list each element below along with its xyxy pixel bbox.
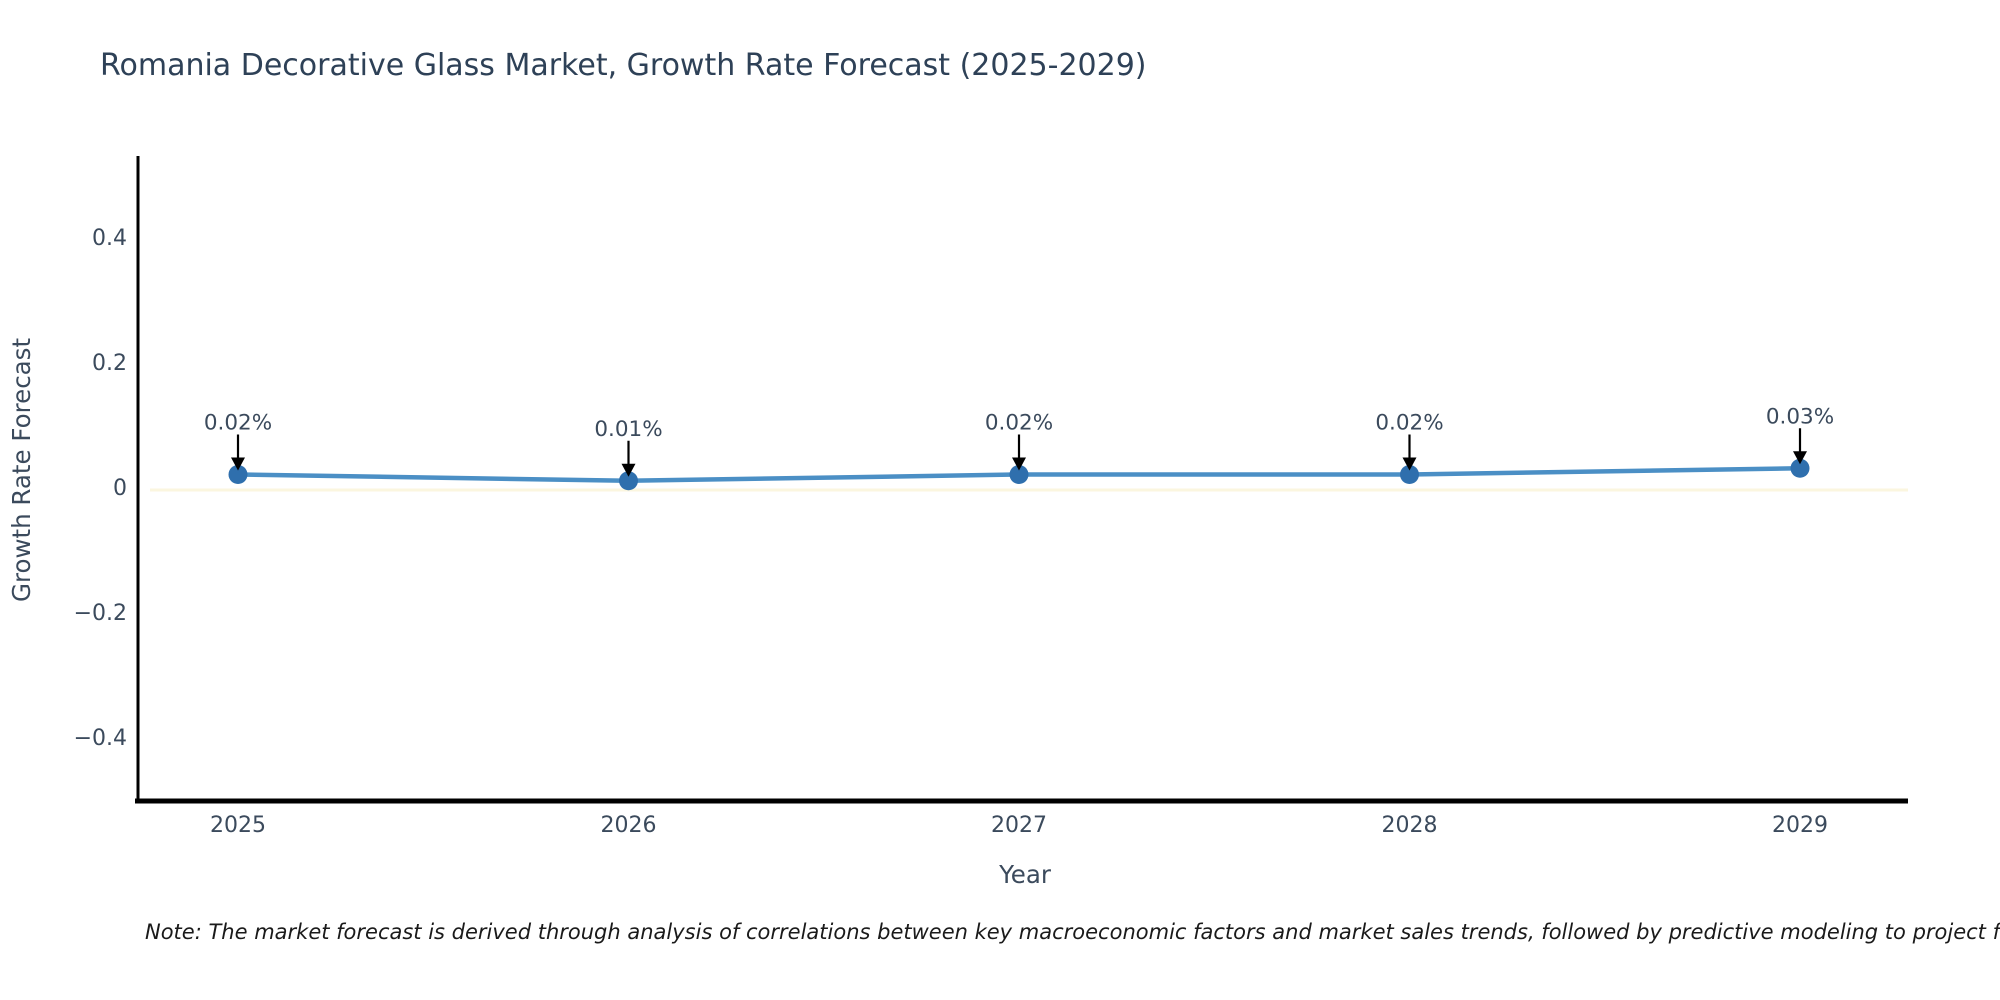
- point-value-label: 0.03%: [1766, 404, 1834, 429]
- y-axis-title: Growth Rate Forecast: [7, 338, 36, 602]
- annotation-arrow-head: [1793, 451, 1807, 465]
- annotation-arrow-head: [621, 463, 636, 477]
- x-tick-label: 2028: [1382, 813, 1438, 838]
- x-tick-label: 2026: [601, 813, 657, 838]
- data-point: [1009, 465, 1029, 484]
- annotation-arrow-head: [1402, 457, 1417, 471]
- y-tick-label: 0.4: [92, 226, 127, 251]
- x-tick-label: 2027: [991, 813, 1047, 838]
- x-axis-spine: [135, 798, 1908, 804]
- point-value-label: 0.02%: [204, 411, 272, 436]
- point-value-label: 0.02%: [1375, 411, 1443, 436]
- x-tick-label: 2029: [1772, 813, 1828, 838]
- y-tick-label: 0: [113, 476, 127, 501]
- annotation-arrow-head: [1012, 457, 1026, 471]
- x-axis-title: Year: [998, 860, 1052, 889]
- zero-gridline: [150, 488, 1908, 492]
- y-tick-label: −0.4: [74, 726, 127, 751]
- annotation-arrow-head: [231, 457, 245, 471]
- chart-title: Romania Decorative Glass Market, Growth …: [100, 48, 1147, 83]
- data-point: [1400, 465, 1419, 484]
- data-point: [1790, 458, 1810, 478]
- data-point: [228, 465, 248, 484]
- y-axis-spine: [136, 156, 140, 803]
- x-tick-label: 2025: [210, 813, 266, 838]
- y-tick-label: −0.2: [74, 601, 127, 626]
- point-value-label: 0.01%: [594, 417, 662, 442]
- y-tick-label: 0.2: [92, 351, 127, 376]
- point-value-label: 0.02%: [985, 411, 1053, 436]
- footnote: Note: The market forecast is derived thr…: [145, 920, 2000, 944]
- data-point: [619, 471, 638, 491]
